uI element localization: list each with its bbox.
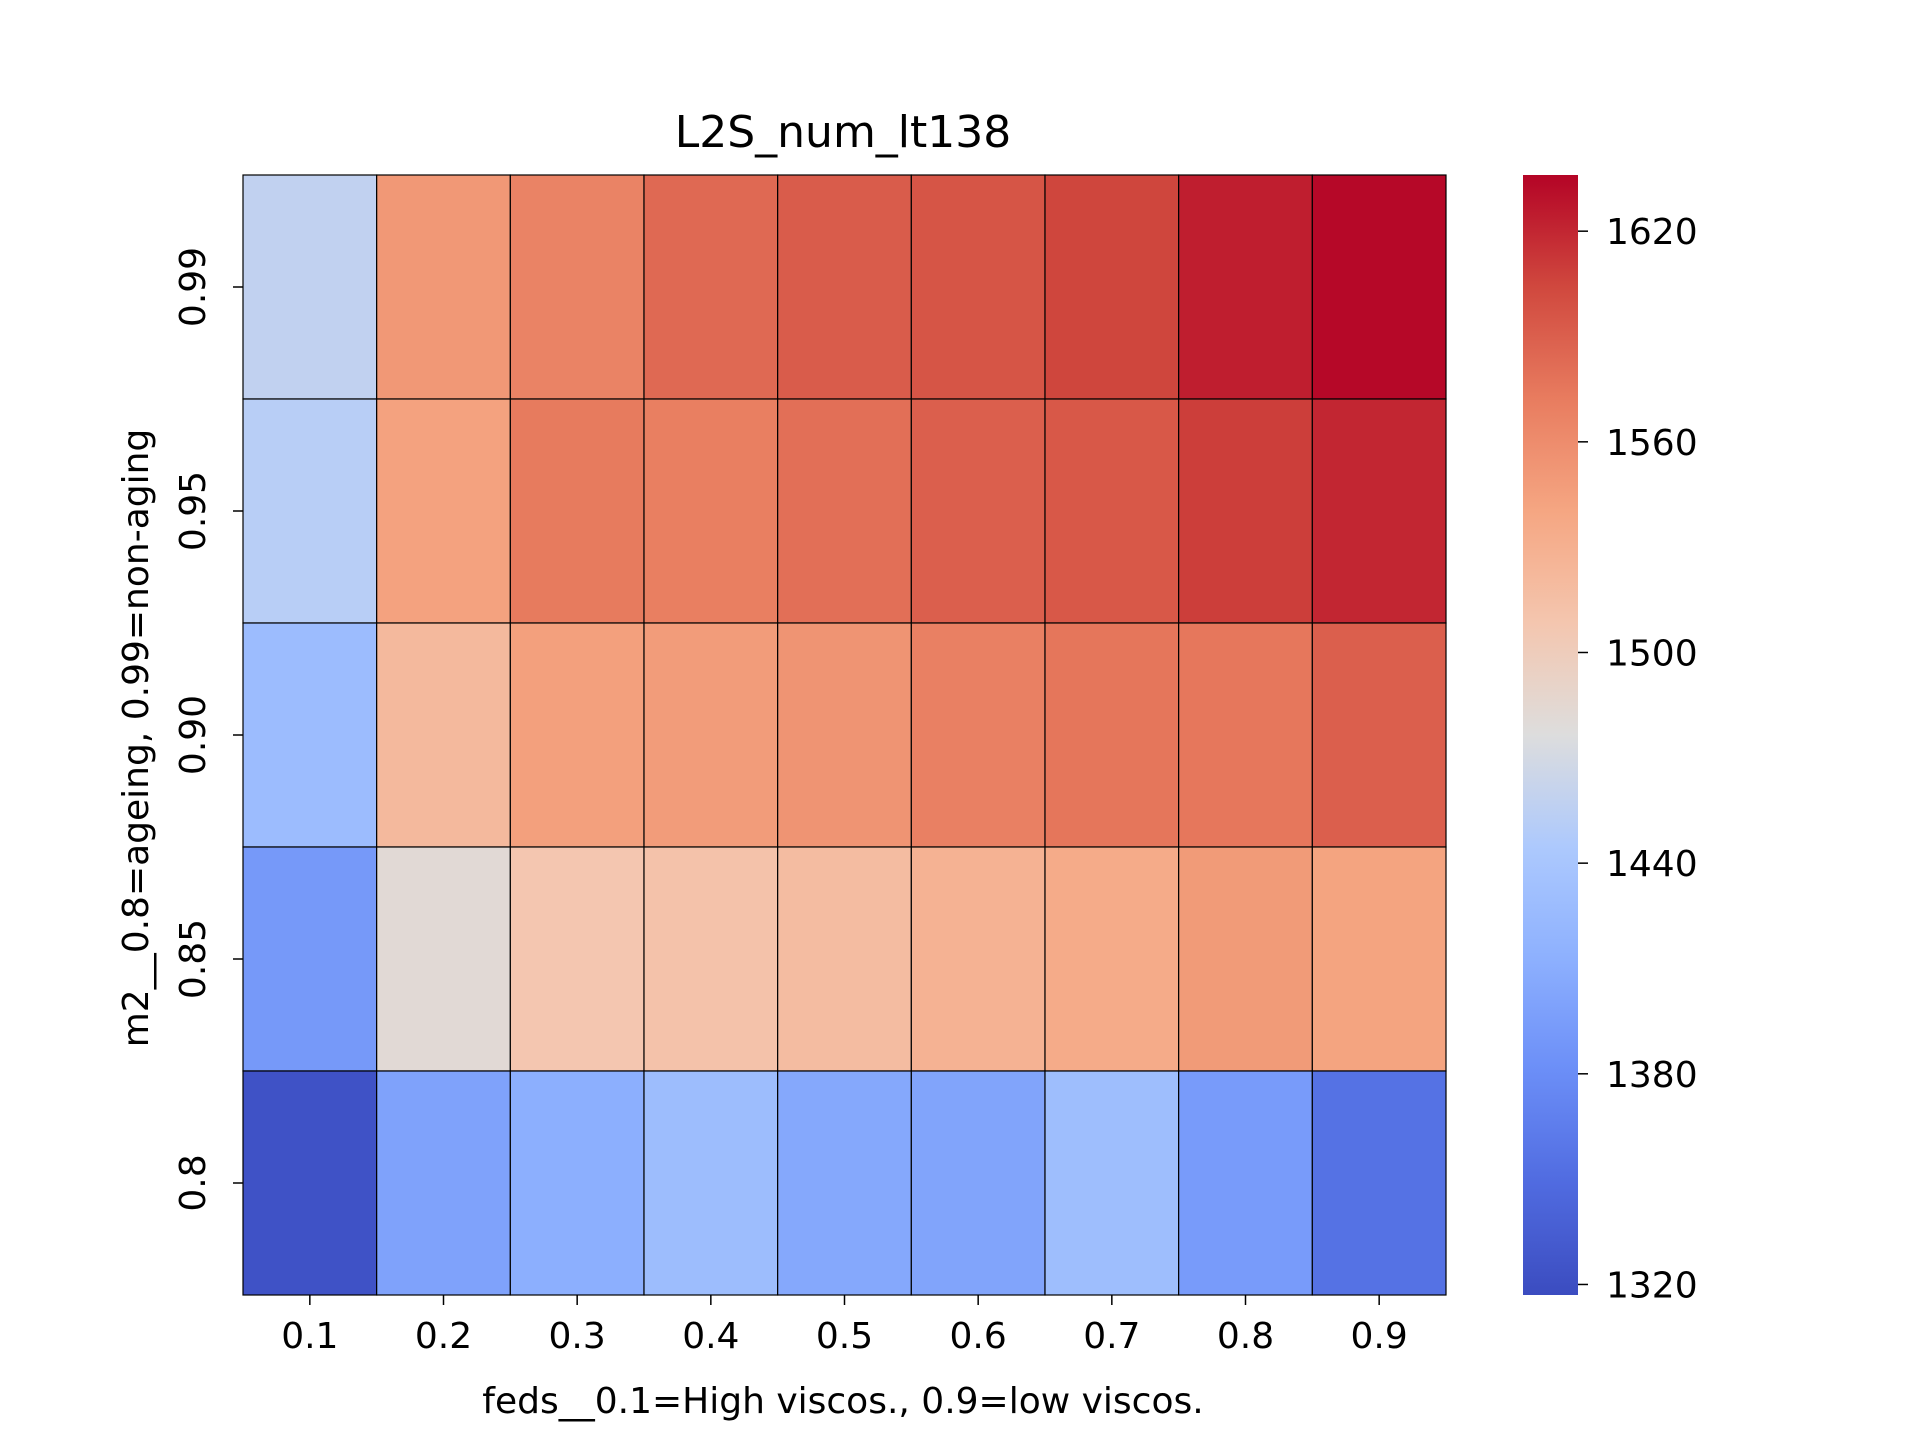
chart-title: L2S_num_lt138 (675, 107, 1012, 158)
heatmap-cell (509, 846, 645, 1072)
heatmap-cell (910, 846, 1046, 1072)
x-axis: 0.1 0.2 0.3 0.4 0.5 0.6 0.7 0.8 0.9 (281, 1295, 1408, 1357)
colorbar-tick-label: 1440 (1606, 844, 1698, 885)
heatmap-cell (643, 398, 779, 624)
heatmap-cell (1044, 398, 1180, 624)
heatmap-cell (643, 846, 779, 1072)
x-tick-label: 0.5 (816, 1316, 873, 1357)
heatmap-cell (376, 1070, 511, 1296)
x-tick-label: 0.4 (682, 1316, 739, 1357)
y-tick-label: 0.95 (173, 471, 214, 551)
heatmap-cell (910, 622, 1046, 848)
heatmap-cells (242, 174, 1447, 1296)
heatmap-cell (509, 174, 645, 400)
heatmap-cell (1311, 622, 1447, 848)
heatmap-cell (509, 1070, 645, 1296)
colorbar-tick-label: 1620 (1606, 212, 1698, 253)
heatmap-cell (242, 622, 378, 848)
y-tick-label: 0.99 (173, 247, 214, 327)
heatmap-cell (777, 846, 912, 1072)
heatmap-cell (242, 174, 378, 400)
x-tick-label: 0.3 (549, 1316, 606, 1357)
heatmap-cell (777, 622, 912, 848)
heatmap-cell (509, 622, 645, 848)
x-tick-label: 0.8 (1217, 1316, 1274, 1357)
heatmap-cell (1311, 846, 1447, 1072)
x-tick-label: 0.2 (415, 1316, 472, 1357)
heatmap-cell (242, 846, 378, 1072)
colorbar-tick-label: 1500 (1606, 633, 1698, 674)
heatmap-cell (643, 622, 779, 848)
heatmap-cell (777, 174, 912, 400)
heatmap-cell (1178, 846, 1313, 1072)
heatmap-cell (1311, 398, 1447, 624)
y-tick-label: 0.90 (173, 695, 214, 775)
y-axis: 0.99 0.95 0.90 0.85 0.8 (173, 247, 243, 1212)
heatmap-cell (1311, 1070, 1447, 1296)
colorbar-tick-label: 1320 (1606, 1265, 1698, 1306)
heatmap-cell (910, 1070, 1046, 1296)
heatmap-cell (242, 398, 378, 624)
colorbar-tick-label: 1560 (1606, 423, 1698, 464)
heatmap-cell (1044, 622, 1180, 848)
heatmap-cell (376, 622, 511, 848)
heatmap-cell (376, 398, 511, 624)
heatmap-cell (910, 398, 1046, 624)
heatmap-cell (1044, 1070, 1180, 1296)
heatmap-cell (1311, 174, 1447, 400)
heatmap-cell (1178, 622, 1313, 848)
colorbar-gradient (1523, 175, 1578, 1295)
x-axis-label: feds__0.1=High viscos., 0.9=low viscos. (482, 1381, 1203, 1422)
heatmap-cell (777, 1070, 912, 1296)
heatmap-cell (1044, 174, 1180, 400)
x-tick-label: 0.7 (1083, 1316, 1140, 1357)
heatmap-cell (910, 174, 1046, 400)
colorbar: 1320 1380 1440 1500 1560 1620 (1523, 175, 1698, 1306)
heatmap-cell (242, 1070, 378, 1296)
colorbar-tick-label: 1380 (1606, 1055, 1698, 1096)
x-tick-label: 0.1 (281, 1316, 338, 1357)
y-tick-label: 0.85 (173, 919, 214, 999)
heatmap-cell (1178, 174, 1313, 400)
heatmap-cell (376, 846, 511, 1072)
x-tick-label: 0.6 (950, 1316, 1007, 1357)
heatmap-cell (643, 174, 779, 400)
heatmap-cell (1044, 846, 1180, 1072)
y-tick-label: 0.8 (173, 1154, 214, 1211)
heatmap-cell (1178, 1070, 1313, 1296)
heatmap-cell (643, 1070, 779, 1296)
y-axis-label: m2__0.8=ageing, 0.99=non-aging (116, 429, 157, 1048)
heatmap-cell (376, 174, 511, 400)
x-tick-label: 0.9 (1351, 1316, 1408, 1357)
heatmap-cell (1178, 398, 1313, 624)
heatmap-cell (509, 398, 645, 624)
heatmap-cell (777, 398, 912, 624)
